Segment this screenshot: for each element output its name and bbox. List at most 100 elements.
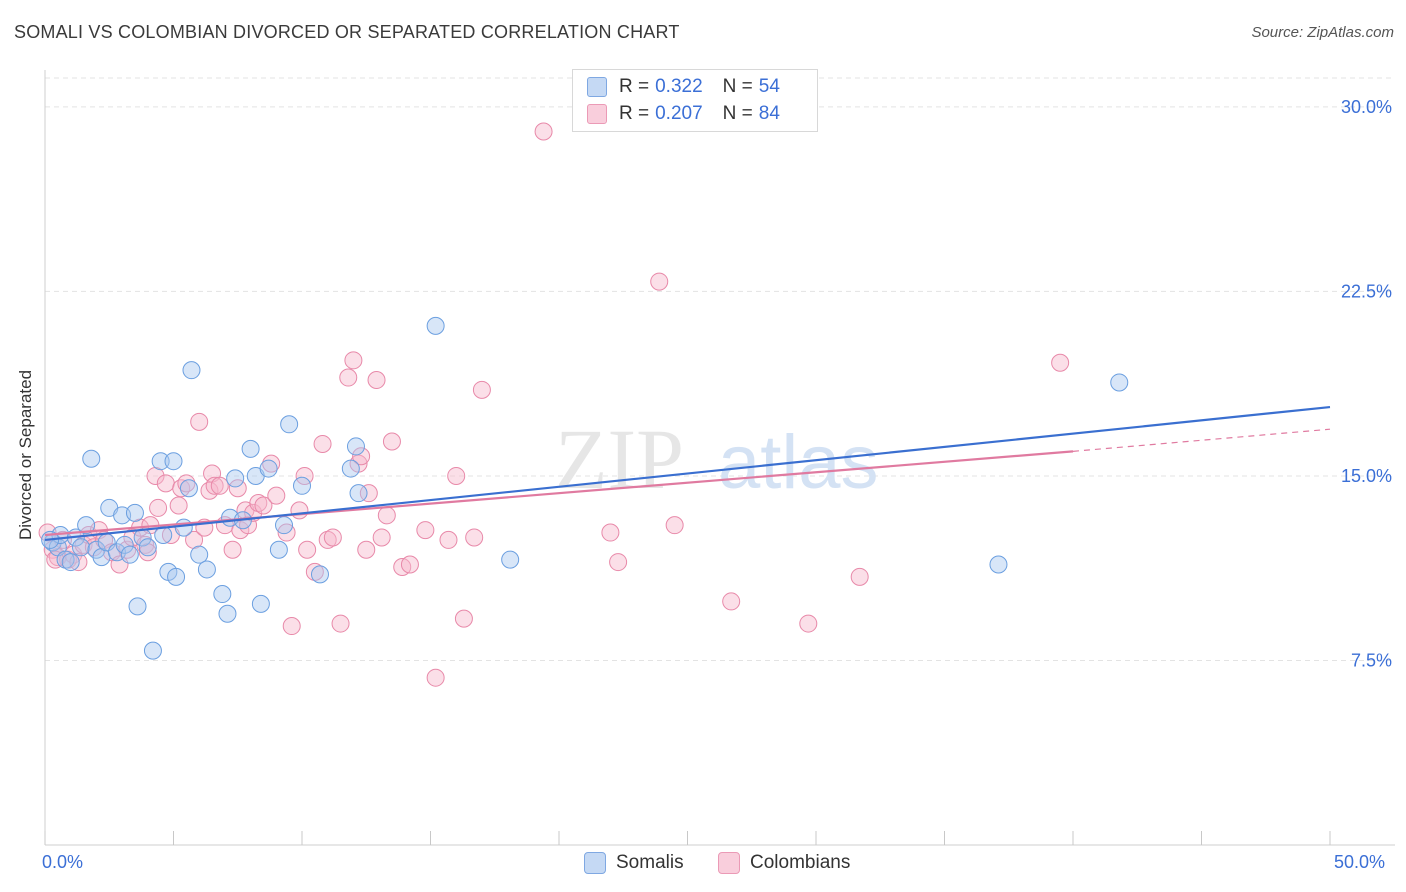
colombian-point <box>149 498 168 517</box>
colombian-swatch <box>587 104 607 124</box>
somali-point <box>269 540 288 559</box>
y-tick-label: 7.5% <box>1351 650 1392 670</box>
somali-point <box>182 361 201 380</box>
legend-n-key: N = <box>722 103 753 124</box>
somali-point <box>275 516 294 535</box>
somali-point <box>56 550 75 569</box>
colombian-point <box>282 617 301 636</box>
colombian-point <box>344 351 363 370</box>
somali-point <box>128 597 147 616</box>
somali-point <box>251 594 270 613</box>
colombian-point <box>200 481 219 500</box>
legend-r-value: 0.207 <box>655 103 703 124</box>
somali-point <box>197 560 216 579</box>
colombian-point <box>223 540 242 559</box>
colombian-point <box>650 272 669 291</box>
grid-lines <box>45 77 1395 661</box>
colombian-point <box>277 523 296 542</box>
somali-point <box>341 459 360 478</box>
somali-point <box>82 449 101 468</box>
colombian-point <box>1051 353 1070 372</box>
chart-title: SOMALI VS COLOMBIAN DIVORCED OR SEPARATE… <box>14 22 680 42</box>
colombian-point <box>426 668 445 687</box>
somali-point <box>151 452 170 471</box>
somali-point <box>61 553 80 572</box>
somali-point <box>125 503 144 522</box>
legend-r-value: 0.322 <box>655 76 703 97</box>
somali-point <box>241 439 260 458</box>
somali-point <box>501 550 520 569</box>
colombian-point <box>359 484 378 503</box>
colombian-point <box>439 530 458 549</box>
colombian-point <box>382 432 401 451</box>
somali-swatch <box>587 77 607 97</box>
colombian-point <box>534 122 553 141</box>
somali-point <box>115 535 134 554</box>
colombian-point <box>210 476 229 495</box>
colombian-point <box>323 528 342 547</box>
colombian-point <box>799 614 818 633</box>
somali-point <box>218 604 237 623</box>
axes <box>44 70 1395 846</box>
somali-point <box>226 469 245 488</box>
colombian-point <box>190 412 209 431</box>
y-tick-label: 15.0% <box>1341 466 1392 486</box>
colombian-point <box>357 540 376 559</box>
colombian-trend-extension <box>1072 428 1331 452</box>
colombians-legend-swatch <box>718 852 740 874</box>
y-tick-labels: 7.5% 15.0% 22.5% 30.0% <box>1341 97 1392 671</box>
correlation-legend: R = 0.322 N = 54 R = 0.207 N = 84 <box>572 69 818 132</box>
somali-point <box>120 545 139 564</box>
somali-point <box>164 452 183 471</box>
somali-point <box>71 538 90 557</box>
somali-point <box>174 518 193 537</box>
trend-lines <box>44 405 1331 542</box>
somali-point <box>280 415 299 434</box>
colombian-point <box>416 521 435 540</box>
colombian-point <box>472 380 491 399</box>
somali-point <box>167 567 186 586</box>
legend-n-value: 84 <box>758 103 780 124</box>
colombian-point <box>850 567 869 586</box>
x-tick-label-max: 50.0% <box>1334 852 1386 872</box>
legend-n-key: N = <box>722 76 753 97</box>
colombian-point <box>609 553 628 572</box>
colombian-point <box>601 523 620 542</box>
bottom-legend-colombians: Colombians <box>718 852 850 874</box>
colombian-point <box>156 474 175 493</box>
somali-point <box>213 585 232 604</box>
colombian-points <box>38 122 1070 687</box>
colombian-point <box>465 528 484 547</box>
legend-n-value: 54 <box>758 76 780 97</box>
somali-point <box>310 565 329 584</box>
somali-point <box>1110 373 1129 392</box>
colombian-point <box>249 494 268 513</box>
somali-point <box>190 545 209 564</box>
y-tick-label: 30.0% <box>1341 97 1392 117</box>
legend-r-key: R = <box>619 76 650 97</box>
somali-point <box>989 555 1008 574</box>
colombian-point <box>377 506 396 525</box>
legend-row-colombian: R = 0.207 N = 84 <box>587 102 800 126</box>
colombian-point <box>136 535 155 554</box>
somali-point <box>138 538 157 557</box>
somali-point <box>143 641 162 660</box>
somali-trend-line <box>44 405 1331 542</box>
source-label: Source: ZipAtlas.com <box>1251 24 1394 41</box>
colombian-point <box>305 562 324 581</box>
legend-row-somali: R = 0.322 N = 54 <box>587 75 800 99</box>
legend-r-key: R = <box>619 103 650 124</box>
colombian-point <box>318 530 337 549</box>
colombian-point <box>290 501 309 520</box>
y-tick-label: 22.5% <box>1341 281 1392 301</box>
colombian-point <box>331 614 350 633</box>
somali-point <box>426 316 445 335</box>
colombian-point <box>367 371 386 389</box>
colombian-point <box>339 368 358 387</box>
somali-point <box>77 516 96 535</box>
colombian-point <box>665 516 684 535</box>
somali-points <box>41 316 1129 660</box>
colombian-point <box>298 540 317 559</box>
somali-point <box>346 437 365 456</box>
